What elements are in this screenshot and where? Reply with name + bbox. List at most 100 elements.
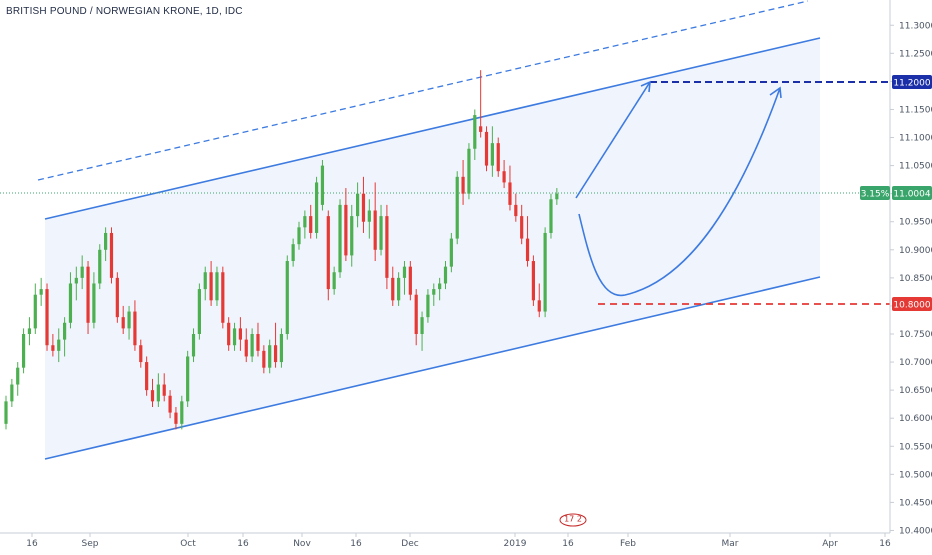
- y-tick-label: 10.9000: [899, 246, 932, 256]
- candle-down[interactable]: [344, 204, 348, 256]
- candle-down[interactable]: [508, 182, 512, 205]
- candle-up[interactable]: [285, 261, 289, 335]
- candle-down[interactable]: [121, 317, 125, 329]
- candle-up[interactable]: [297, 227, 301, 245]
- event-flag-icon[interactable]: 17 2: [559, 513, 587, 527]
- candle-up[interactable]: [63, 322, 67, 340]
- candle-up[interactable]: [74, 277, 78, 284]
- candle-up[interactable]: [80, 266, 84, 278]
- candle-down[interactable]: [115, 277, 119, 318]
- candle-up[interactable]: [250, 334, 254, 357]
- candle-down[interactable]: [514, 204, 518, 217]
- candle-up[interactable]: [203, 272, 207, 290]
- candle-up[interactable]: [4, 401, 8, 424]
- candle-down[interactable]: [408, 266, 412, 295]
- candle-up[interactable]: [291, 244, 295, 262]
- candle-down[interactable]: [537, 300, 541, 312]
- candle-down[interactable]: [168, 395, 172, 413]
- candle-down[interactable]: [51, 345, 55, 351]
- candle-down[interactable]: [525, 238, 530, 262]
- candle-down[interactable]: [227, 322, 231, 346]
- candle-down[interactable]: [109, 232, 114, 278]
- candle-down[interactable]: [496, 143, 500, 172]
- candle-down[interactable]: [531, 261, 535, 301]
- candle-up[interactable]: [156, 384, 160, 402]
- event-flag-label: 17 2: [564, 515, 582, 524]
- candle-up[interactable]: [232, 328, 237, 346]
- candle-up[interactable]: [303, 216, 307, 228]
- candle-down[interactable]: [502, 171, 506, 183]
- candle-down[interactable]: [361, 193, 366, 222]
- candle-down[interactable]: [461, 176, 465, 194]
- candle-down[interactable]: [145, 362, 149, 391]
- candle-up[interactable]: [455, 176, 459, 239]
- candle-up[interactable]: [332, 272, 336, 290]
- candle-down[interactable]: [133, 311, 137, 346]
- candle-up[interactable]: [27, 328, 32, 335]
- candle-down[interactable]: [309, 216, 313, 233]
- candle-up[interactable]: [420, 317, 424, 335]
- candle-up[interactable]: [16, 367, 20, 385]
- candle-up[interactable]: [397, 277, 401, 301]
- candle-up[interactable]: [279, 334, 284, 363]
- candle-down[interactable]: [414, 294, 418, 335]
- candle-up[interactable]: [426, 294, 430, 318]
- candle-up[interactable]: [543, 232, 547, 312]
- candle-up[interactable]: [33, 294, 37, 329]
- candle-down[interactable]: [150, 390, 155, 402]
- candle-up[interactable]: [268, 345, 272, 368]
- candle-down[interactable]: [326, 216, 330, 290]
- candle-up[interactable]: [467, 148, 471, 194]
- candle-down[interactable]: [244, 339, 248, 357]
- candle-down[interactable]: [373, 210, 377, 250]
- candle-down[interactable]: [139, 345, 143, 363]
- candle-up[interactable]: [57, 339, 61, 351]
- candle-down[interactable]: [221, 272, 225, 323]
- candle-down[interactable]: [520, 216, 524, 239]
- candle-down[interactable]: [238, 328, 242, 340]
- candle-up[interactable]: [449, 238, 453, 267]
- candle-down[interactable]: [162, 384, 166, 396]
- candle-down[interactable]: [86, 266, 90, 323]
- candle-down[interactable]: [256, 334, 260, 351]
- candle-up[interactable]: [473, 115, 477, 149]
- candle-up[interactable]: [10, 384, 14, 402]
- candle-up[interactable]: [320, 165, 325, 205]
- candle-up[interactable]: [490, 143, 494, 166]
- candle-down[interactable]: [273, 345, 278, 363]
- candle-up[interactable]: [92, 283, 96, 323]
- candle-up[interactable]: [191, 334, 196, 357]
- candle-up[interactable]: [186, 356, 190, 402]
- candle-up[interactable]: [549, 199, 553, 233]
- candle-up[interactable]: [402, 266, 407, 278]
- candle-down[interactable]: [262, 350, 266, 368]
- candles: [4, 70, 559, 430]
- candle-up[interactable]: [350, 216, 354, 256]
- candle-down[interactable]: [479, 126, 483, 132]
- candle-down[interactable]: [209, 272, 213, 301]
- candle-up[interactable]: [432, 289, 436, 295]
- candle-up[interactable]: [314, 182, 319, 233]
- candle-up[interactable]: [39, 289, 43, 295]
- candle-down[interactable]: [385, 216, 389, 278]
- candle-up[interactable]: [180, 401, 184, 424]
- candle-up[interactable]: [215, 272, 219, 301]
- candle-down[interactable]: [484, 131, 489, 166]
- candle-up[interactable]: [438, 283, 442, 290]
- candle-up[interactable]: [356, 193, 360, 217]
- candle-up[interactable]: [197, 289, 201, 335]
- candle-down[interactable]: [45, 289, 49, 346]
- candle-up[interactable]: [443, 266, 448, 284]
- candle-down[interactable]: [174, 412, 178, 424]
- candle-up[interactable]: [338, 204, 342, 273]
- candle-up[interactable]: [68, 283, 73, 323]
- candle-up[interactable]: [104, 232, 108, 250]
- candle-up[interactable]: [127, 311, 131, 329]
- candle-up[interactable]: [367, 210, 371, 222]
- candle-up[interactable]: [21, 334, 26, 368]
- candle-down[interactable]: [391, 277, 395, 301]
- candle-up[interactable]: [98, 249, 102, 284]
- candle-up[interactable]: [379, 216, 383, 250]
- candle-up[interactable]: [555, 193, 559, 200]
